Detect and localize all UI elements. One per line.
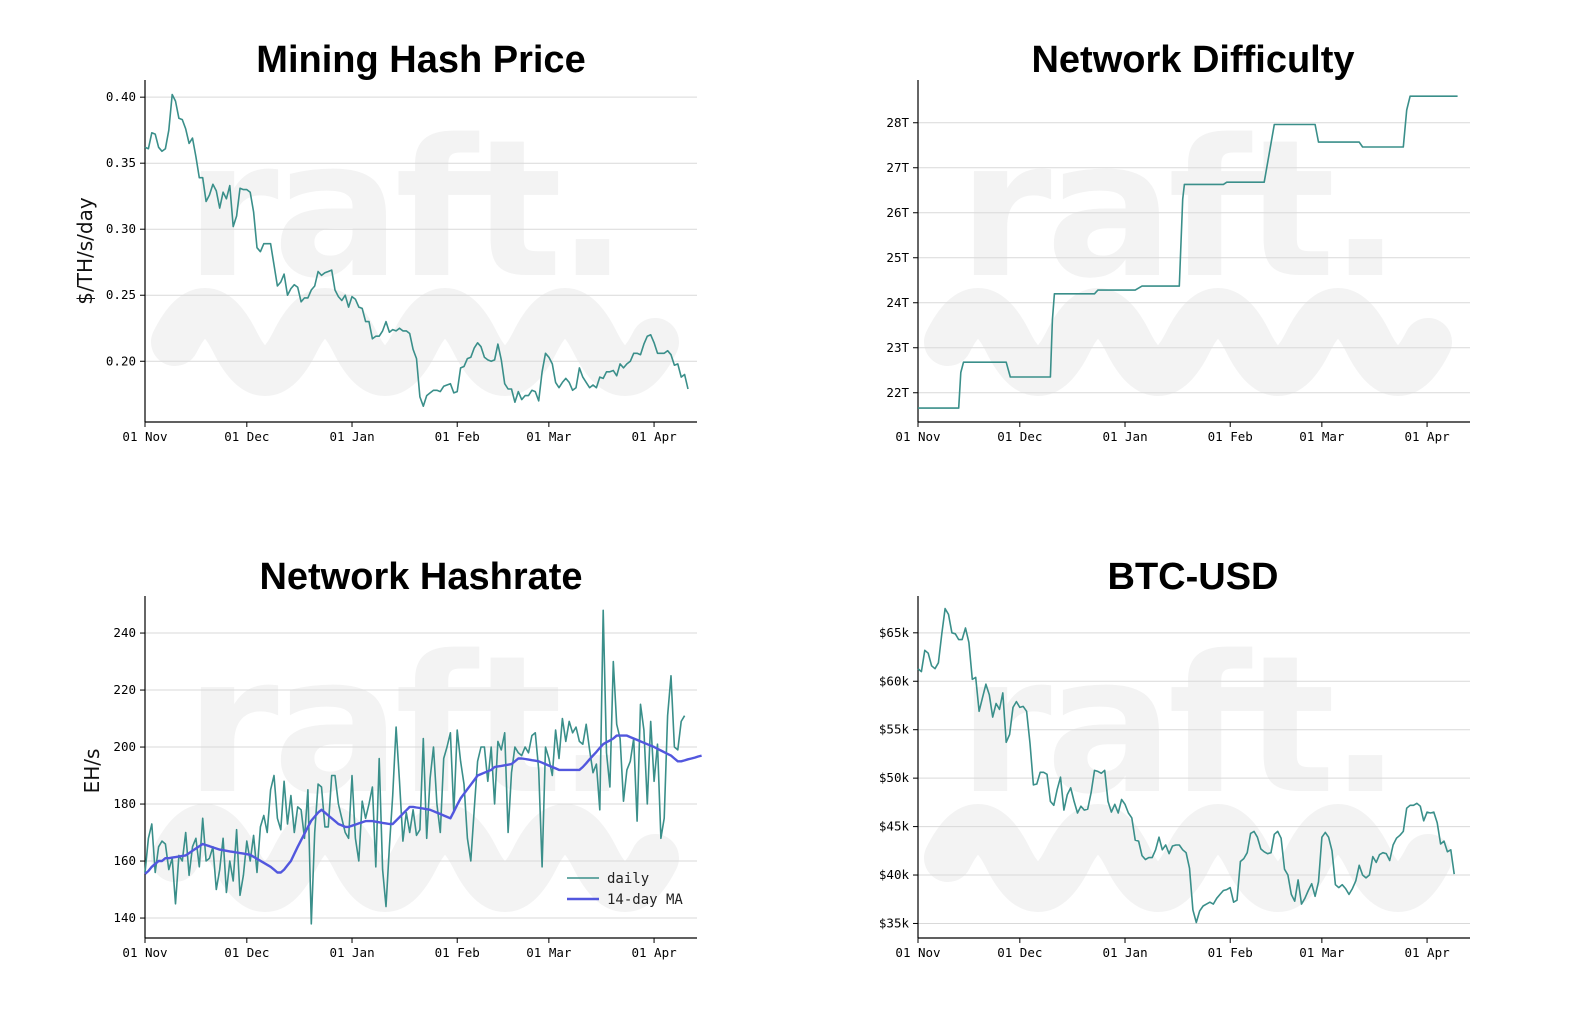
series-daily — [144, 609, 686, 925]
watermark-text: raft. — [185, 99, 623, 320]
series-hash-price — [144, 93, 689, 407]
legend-label: 14-day MA — [607, 892, 683, 908]
y-tick-label: $60k — [879, 673, 910, 688]
x-tick-label: 01 Jan — [329, 429, 374, 444]
x-tick-label: 01 Feb — [435, 945, 480, 960]
x-tick-label: 01 Apr — [631, 429, 677, 444]
x-tick-label: 01 Apr — [1404, 945, 1450, 960]
y-tick-label: 220 — [113, 682, 136, 697]
x-tick-label: 01 Dec — [997, 429, 1042, 444]
x-tick-label: 01 Apr — [631, 945, 677, 960]
y-tick-label: 0.35 — [106, 155, 136, 170]
y-tick-label: $40k — [879, 867, 910, 882]
raft-watermark: raft. — [924, 615, 1452, 912]
y-tick-label: 180 — [113, 796, 136, 811]
series-btc-usd — [917, 607, 1455, 924]
x-tick-label: 01 Mar — [1299, 429, 1345, 444]
chart-difficulty: raft. Network Difficulty 22T 23T 24T 25T 26T 27… — [886, 39, 1470, 444]
y-tick-label: $35k — [879, 915, 910, 930]
y-tick-label: $50k — [879, 770, 910, 785]
y-axis-label: $/TH/s/day — [73, 197, 97, 305]
x-tick-label: 01 Feb — [1208, 429, 1253, 444]
y-tick-label: 200 — [113, 739, 136, 754]
legend-label: daily — [607, 871, 649, 887]
series-14-day-ma — [144, 734, 702, 875]
y-tick-label: $45k — [879, 819, 910, 834]
x-tick-label: 01 Feb — [435, 429, 480, 444]
y-tick-label: 23T — [886, 340, 909, 355]
watermark-text: raft. — [958, 615, 1396, 836]
y-tick-label: 27T — [886, 160, 909, 175]
x-tick-label: 01 Dec — [997, 945, 1042, 960]
watermark-text: raft. — [185, 615, 623, 836]
y-tick-label: 0.30 — [106, 221, 136, 236]
y-tick-label: 0.25 — [106, 287, 136, 302]
x-tick-label: 01 Mar — [526, 429, 572, 444]
chart-title: Network Difficulty — [1031, 39, 1354, 81]
y-tick-label: 24T — [886, 295, 909, 310]
raft-watermark: raft. — [151, 615, 679, 912]
y-tick-label: $55k — [879, 722, 910, 737]
x-tick-label: 01 Jan — [1102, 945, 1147, 960]
x-tick-label: 01 Jan — [329, 945, 374, 960]
chart-title: Network Hashrate — [259, 556, 582, 598]
x-tick-label: 01 Nov — [122, 945, 167, 960]
chart-title: Mining Hash Price — [256, 39, 585, 81]
x-tick-label: 01 Dec — [224, 429, 269, 444]
legend: daily 14-day MA — [567, 871, 683, 908]
x-tick-label: 01 Nov — [895, 945, 940, 960]
chart-hashrate: raft. Network Hashrate 140 160 180 200 220 240 0… — [80, 556, 702, 960]
watermark-wave — [924, 288, 1452, 396]
y-tick-label: 160 — [113, 853, 136, 868]
y-tick-label: $65k — [879, 625, 910, 640]
y-tick-label: 28T — [886, 115, 909, 130]
raft-watermark: raft. — [151, 99, 679, 396]
x-tick-label: 01 Nov — [895, 429, 940, 444]
y-tick-label: 240 — [113, 625, 136, 640]
x-tick-label: 01 Nov — [122, 429, 167, 444]
x-tick-label: 01 Jan — [1102, 429, 1147, 444]
y-tick-label: 140 — [113, 910, 136, 925]
x-tick-label: 01 Feb — [1208, 945, 1253, 960]
chart-title: BTC-USD — [1108, 556, 1279, 598]
y-tick-label: 0.20 — [106, 353, 136, 368]
y-axis-label: EH/s — [80, 749, 104, 794]
chart-btc-usd: raft. BTC-USD $35k $40k $45k $50k $55k $60k $65k… — [879, 556, 1470, 960]
x-tick-label: 01 Mar — [1299, 945, 1345, 960]
y-tick-label: 22T — [886, 385, 909, 400]
x-tick-label: 01 Dec — [224, 945, 269, 960]
series-difficulty — [918, 95, 1458, 409]
watermark-wave — [151, 804, 679, 912]
watermark-wave — [151, 288, 679, 396]
chart-hash-price: raft. Mining Hash Price 0.20 0.25 0.30 0.35 0.… — [73, 39, 697, 444]
x-tick-label: 01 Mar — [526, 945, 572, 960]
x-tick-label: 01 Apr — [1404, 429, 1450, 444]
y-tick-label: 25T — [886, 250, 909, 265]
y-tick-label: 0.40 — [106, 89, 136, 104]
y-tick-label: 26T — [886, 205, 909, 220]
raft-watermark: raft. — [924, 99, 1452, 396]
